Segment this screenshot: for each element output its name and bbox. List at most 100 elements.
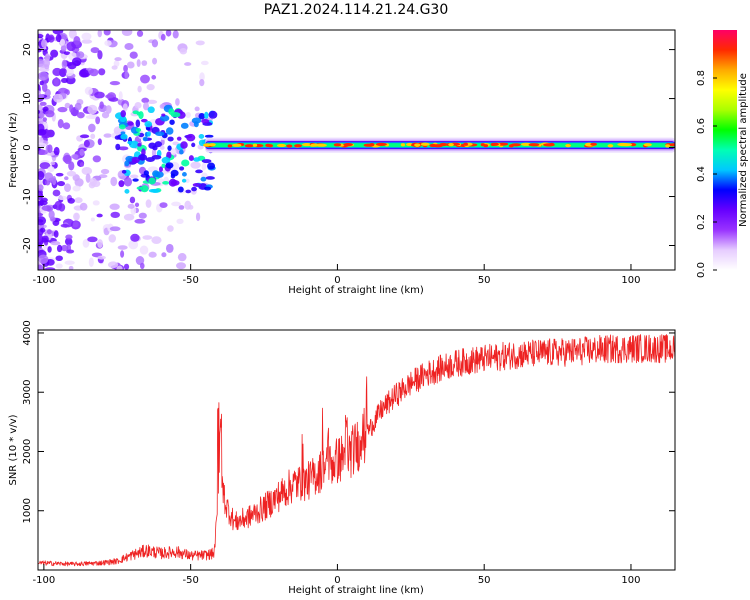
spectrogram-cell <box>177 186 184 193</box>
spectrogram-cell <box>161 163 166 168</box>
spectrogram-cell <box>85 115 97 120</box>
spectrogram-cell <box>124 160 130 167</box>
spectrogram-x-label: Height of straight line (km) <box>288 285 424 296</box>
spectrogram-cell <box>62 68 67 75</box>
spectrogram-cell <box>110 176 118 187</box>
spectrogram-x-tick-label: -50 <box>182 275 198 286</box>
spectrogram-cell <box>47 34 55 43</box>
spectrogram-cell <box>139 245 149 255</box>
spectrogram-cell <box>48 210 55 220</box>
spectrogram-cell <box>127 121 134 126</box>
spectrogram-cell <box>200 60 209 66</box>
spectrogram-cell <box>79 148 85 156</box>
spectrogram-cell <box>208 110 218 119</box>
spectrogram-cell <box>92 200 100 206</box>
spectrogram-cell <box>94 91 105 99</box>
spectrogram-cell <box>129 196 136 204</box>
spectrogram-cell <box>127 140 133 145</box>
spectrogram-cell <box>97 239 103 248</box>
spectrogram-cell <box>81 167 93 175</box>
spectrogram-cell <box>123 177 133 187</box>
spectrogram-cell <box>115 143 121 151</box>
spectrogram-cell <box>90 133 96 139</box>
spectrogram-cell <box>76 111 85 119</box>
spectrogram-cell <box>204 134 214 138</box>
spectrogram-ridge-peak <box>343 143 353 147</box>
spectrogram-cell <box>165 30 172 37</box>
spectrogram-cell <box>57 195 68 201</box>
spectrogram-ridge-peak <box>463 142 468 146</box>
spectrogram-cell <box>57 87 69 95</box>
spectrogram-cell <box>74 102 82 111</box>
spectrogram-cell <box>198 134 205 139</box>
spectrogram-cell <box>176 218 184 225</box>
spectrogram-cell <box>41 83 48 93</box>
spectrogram-cell <box>38 216 47 226</box>
spectrogram-cell <box>57 106 68 113</box>
spectrogram-x-tick-label: 0 <box>334 275 340 286</box>
spectrogram-cell <box>79 134 90 139</box>
spectrogram-cell <box>170 173 176 179</box>
spectrogram-cell <box>152 170 160 178</box>
spectrogram-cell <box>199 72 205 82</box>
spectrogram-cell <box>142 235 153 240</box>
spectrogram-cell <box>55 34 62 43</box>
spectrogram-cell <box>109 203 120 210</box>
spectrogram-cell <box>59 38 66 46</box>
spectrogram-cell <box>87 104 98 115</box>
spectrogram-cell <box>148 189 157 193</box>
spectrogram-data <box>38 30 675 270</box>
spectrogram-cell <box>135 119 141 128</box>
spectrogram-cell <box>145 127 151 131</box>
spectrogram-cell <box>81 39 93 44</box>
spectrogram-cell <box>147 106 155 114</box>
spectrogram-cell <box>62 155 72 163</box>
spectrogram-cell <box>195 169 203 174</box>
spectrogram-cell <box>124 43 134 50</box>
spectrogram-cell <box>145 199 152 208</box>
spectrogram-cell <box>204 111 209 119</box>
spectrogram-cell <box>61 59 67 70</box>
spectrogram-cell <box>50 241 61 246</box>
spectrogram-cell <box>96 213 103 218</box>
spectrogram-cell <box>136 186 143 190</box>
spectrogram-cell <box>83 139 90 148</box>
spectrogram-cell <box>50 49 59 58</box>
spectrogram-cell <box>190 161 201 169</box>
spectrogram-cell <box>136 111 141 116</box>
spectrogram-cell <box>44 267 56 270</box>
spectrogram-cell <box>171 201 181 207</box>
spectrogram-cell <box>69 104 74 113</box>
spectrogram-cell <box>160 33 166 41</box>
spectrogram-cell <box>72 221 79 228</box>
spectrogram-cell <box>38 71 49 81</box>
spectrogram-cell <box>62 122 71 130</box>
spectrogram-cell <box>140 74 150 84</box>
spectrogram-ridge-peak <box>590 142 597 146</box>
spectrogram-cell <box>68 265 74 270</box>
spectrogram-cell <box>201 118 210 124</box>
spectrogram-x-tick-label: 100 <box>621 275 640 286</box>
spectrogram-cell <box>185 112 191 119</box>
spectrogram-cell <box>134 218 146 224</box>
spectrogram-cell <box>44 172 54 181</box>
spectrogram-ridge-peak <box>203 143 211 147</box>
spectrogram-cell <box>111 65 118 70</box>
snr-x-axis: -100 -50 0 50 100 <box>33 564 641 586</box>
spectrogram-cell <box>146 99 158 105</box>
snr-y-tick-label: 2000 <box>22 439 33 464</box>
spectrogram-cell <box>124 70 129 80</box>
spectrogram-cell <box>176 136 182 141</box>
spectrogram-cell <box>146 131 151 137</box>
spectrogram-cell <box>64 176 69 181</box>
colorbar-tick-label: 0.2 <box>696 214 707 230</box>
spectrogram-ridge-peak <box>252 143 258 147</box>
spectrogram-cell <box>39 227 46 233</box>
colorbar-axis: 0.0 0.2 0.4 0.6 0.8 <box>696 70 717 278</box>
spectrogram-cell <box>188 155 194 162</box>
spectrogram-cell <box>181 159 190 167</box>
spectrogram-cell <box>38 136 44 145</box>
spectrogram-cell <box>87 236 98 243</box>
spectrogram-cell <box>180 141 188 149</box>
spectrogram-ridge-peak <box>508 144 514 148</box>
